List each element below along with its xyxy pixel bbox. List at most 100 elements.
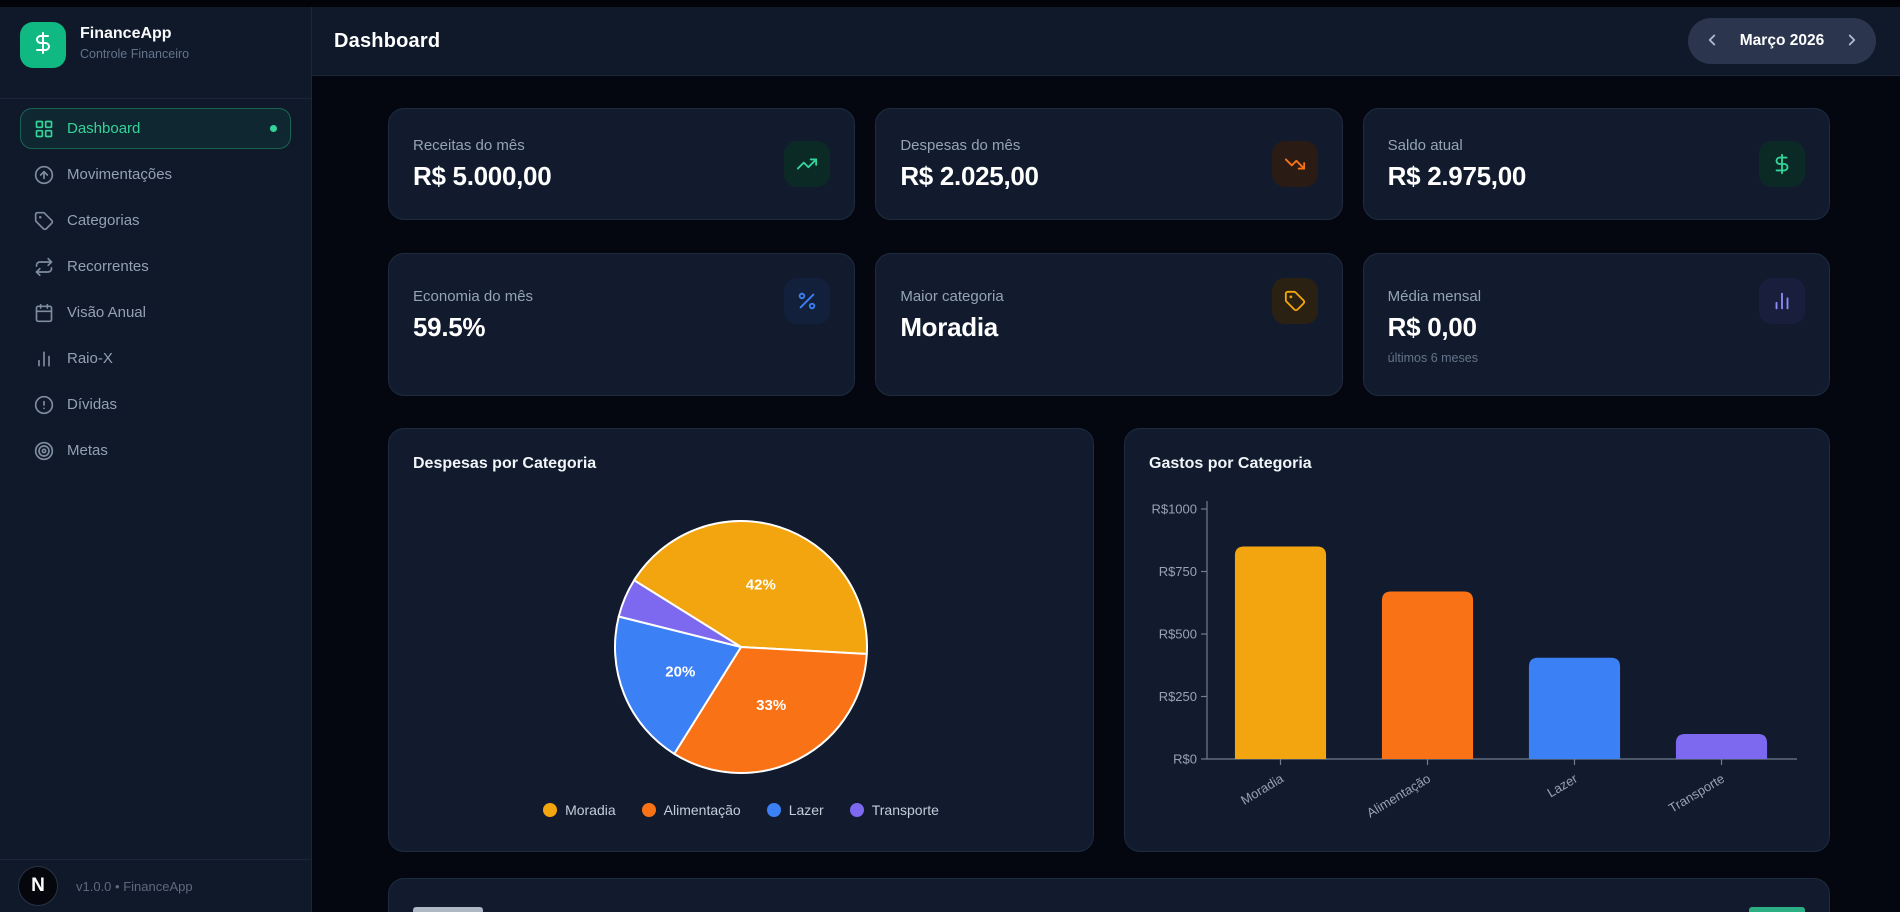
legend-item-Lazer[interactable]: Lazer (766, 802, 824, 818)
app-version: v1.0.0 • FinanceApp (76, 878, 193, 894)
pie-slice-Lazer[interactable] (614, 615, 742, 755)
next-month-button[interactable] (1836, 25, 1868, 57)
stat-card-economia: Economia do mês 59.5% (388, 253, 856, 396)
sidebar-item-label: Metas (67, 442, 108, 459)
app-name: FinanceApp (80, 25, 172, 42)
prev-month-button[interactable] (1696, 25, 1728, 57)
bar-chart-icon (34, 349, 54, 369)
sidebar-item-movimentacoes[interactable]: Movimentações (20, 154, 291, 195)
stat-label: Saldo atual (1387, 136, 1463, 154)
y-axis-tick-label: R$500 (1159, 627, 1197, 642)
tag-icon (1271, 278, 1318, 324)
pie-chart[interactable]: 42% 33% 20% (612, 518, 870, 776)
bar-Lazer[interactable] (1528, 657, 1621, 759)
y-axis-tick-label: R$1000 (1151, 502, 1197, 517)
trending-down-icon (1271, 141, 1318, 187)
bar-chart-card: Gastos por Categoria R$1000 R$750 R$500 R$2… (1124, 428, 1830, 852)
page-header: Dashboard Março 2026 (312, 7, 1900, 76)
stat-label: Maior categoria (900, 288, 1004, 305)
sidebar-item-label: Visão Anual (67, 304, 146, 321)
stat-card-saldo: Saldo atual R$ 2.975,00 (1362, 108, 1830, 220)
bar-Moradia[interactable] (1234, 546, 1327, 760)
trending-up-icon (784, 141, 831, 187)
stat-card-maior-categoria: Maior categoria Moradia (875, 253, 1343, 396)
sidebar-item-label: Categorias (67, 212, 140, 229)
alert-circle-icon (34, 395, 54, 415)
legend-item-Alimentação[interactable]: Alimentação (641, 802, 741, 818)
sidebar-item-raio-x[interactable]: Raio-X (20, 338, 291, 379)
sidebar-item-visao-anual[interactable]: Visão Anual (20, 292, 291, 333)
repeat-icon (34, 257, 54, 277)
stat-value: 59.5% (413, 312, 486, 342)
sidebar-item-label: Recorrentes (67, 258, 149, 275)
legend-label: Alimentação (663, 802, 741, 818)
pie-slice-Transporte[interactable] (617, 579, 742, 648)
chevron-left-icon (1703, 31, 1721, 52)
pie-legend: Moradia Alimentação Lazer Transporte (413, 802, 1069, 818)
legend-label: Transporte (871, 802, 939, 818)
bar-Transporte[interactable] (1675, 734, 1768, 759)
pie-chart-title: Despesas por Categoria (413, 455, 597, 472)
sidebar-item-dashboard[interactable]: Dashboard (20, 108, 291, 149)
y-axis-tick-label: R$0 (1173, 752, 1197, 767)
layout-grid-icon (34, 119, 54, 139)
pie-slice-Moradia[interactable] (633, 520, 868, 656)
y-axis-tick-label: R$750 (1159, 564, 1197, 579)
stat-value: R$ 5.000,00 (413, 160, 552, 191)
x-axis-tick-label: Moradia (1238, 770, 1287, 807)
legend-dot (641, 803, 656, 817)
chart-column-icon (1759, 278, 1805, 324)
stats-grid: Receitas do mês R$ 5.000,00 Despesas do … (388, 108, 1830, 396)
legend-label: Lazer (788, 802, 824, 818)
chevron-right-icon (1843, 31, 1861, 52)
x-axis-tick-label: Lazer (1544, 770, 1580, 800)
sidebar-item-categorias[interactable]: Categorias (20, 200, 291, 241)
x-axis-tick-label: Alimentação (1364, 771, 1433, 821)
stat-value: Moradia (900, 312, 998, 342)
stat-value: R$ 2.975,00 (1387, 160, 1527, 191)
legend-item-Transporte[interactable]: Transporte (849, 802, 939, 818)
sidebar-item-recorrentes[interactable]: Recorrentes (20, 246, 291, 287)
sidebar-nav: Dashboard Movimentações Categorias Rec (0, 99, 311, 859)
window-top-strip (0, 0, 1900, 7)
x-axis-tick-label: Transporte (1666, 771, 1727, 816)
framework-logo: N (18, 866, 58, 906)
sidebar-item-label: Movimentações (67, 166, 173, 183)
stat-subtext: últimos 6 meses (1387, 351, 1478, 365)
pie-slice-label: 20% (665, 664, 695, 681)
sidebar-item-label: Dívidas (67, 396, 118, 413)
app-logo (20, 22, 66, 68)
charts-row: Despesas por Categoria 42% 33% 20% Moradia… (388, 428, 1830, 852)
sidebar-item-label: Raio-X (67, 350, 113, 367)
calendar-icon (34, 303, 54, 323)
stat-value: R$ 0,00 (1387, 312, 1477, 342)
sidebar: FinanceApp Controle Financeiro Dashboard… (0, 7, 312, 912)
dashboard-content: Receitas do mês R$ 5.000,00 Despesas do … (312, 76, 1900, 912)
bar-chart[interactable]: R$1000 R$750 R$500 R$250 R$0 Moradia Alimentaç… (1149, 487, 1807, 821)
stat-label: Receitas do mês (413, 136, 525, 154)
legend-dot (543, 803, 558, 817)
stat-label: Economia do mês (413, 288, 534, 305)
app-tagline: Controle Financeiro (80, 47, 190, 61)
tag-icon (34, 211, 54, 231)
sidebar-item-metas[interactable]: Metas (20, 430, 291, 471)
app-brand: FinanceApp Controle Financeiro (0, 7, 311, 99)
stat-card-despesas: Despesas do mês R$ 2.025,00 (875, 108, 1343, 220)
month-selector: Março 2026 (1688, 18, 1876, 64)
y-axis-tick-label: R$250 (1159, 689, 1197, 704)
stat-card-media-mensal: Média mensal R$ 0,00 últimos 6 meses (1362, 253, 1830, 396)
sidebar-item-label: Dashboard (67, 120, 141, 137)
dollar-icon (31, 31, 55, 60)
dollar-icon (1759, 141, 1805, 187)
percent-icon (784, 278, 831, 324)
legend-dot (849, 803, 864, 817)
bar-Alimentação[interactable] (1381, 591, 1474, 760)
clipped-card-action-stub[interactable] (1749, 907, 1805, 912)
target-icon (34, 441, 54, 461)
active-indicator-dot (270, 125, 277, 132)
clipped-bottom-card (388, 878, 1830, 912)
legend-dot (766, 803, 781, 817)
legend-item-Moradia[interactable]: Moradia (543, 802, 616, 818)
sidebar-item-dividas[interactable]: Dívidas (20, 384, 291, 425)
legend-label: Moradia (565, 802, 616, 818)
